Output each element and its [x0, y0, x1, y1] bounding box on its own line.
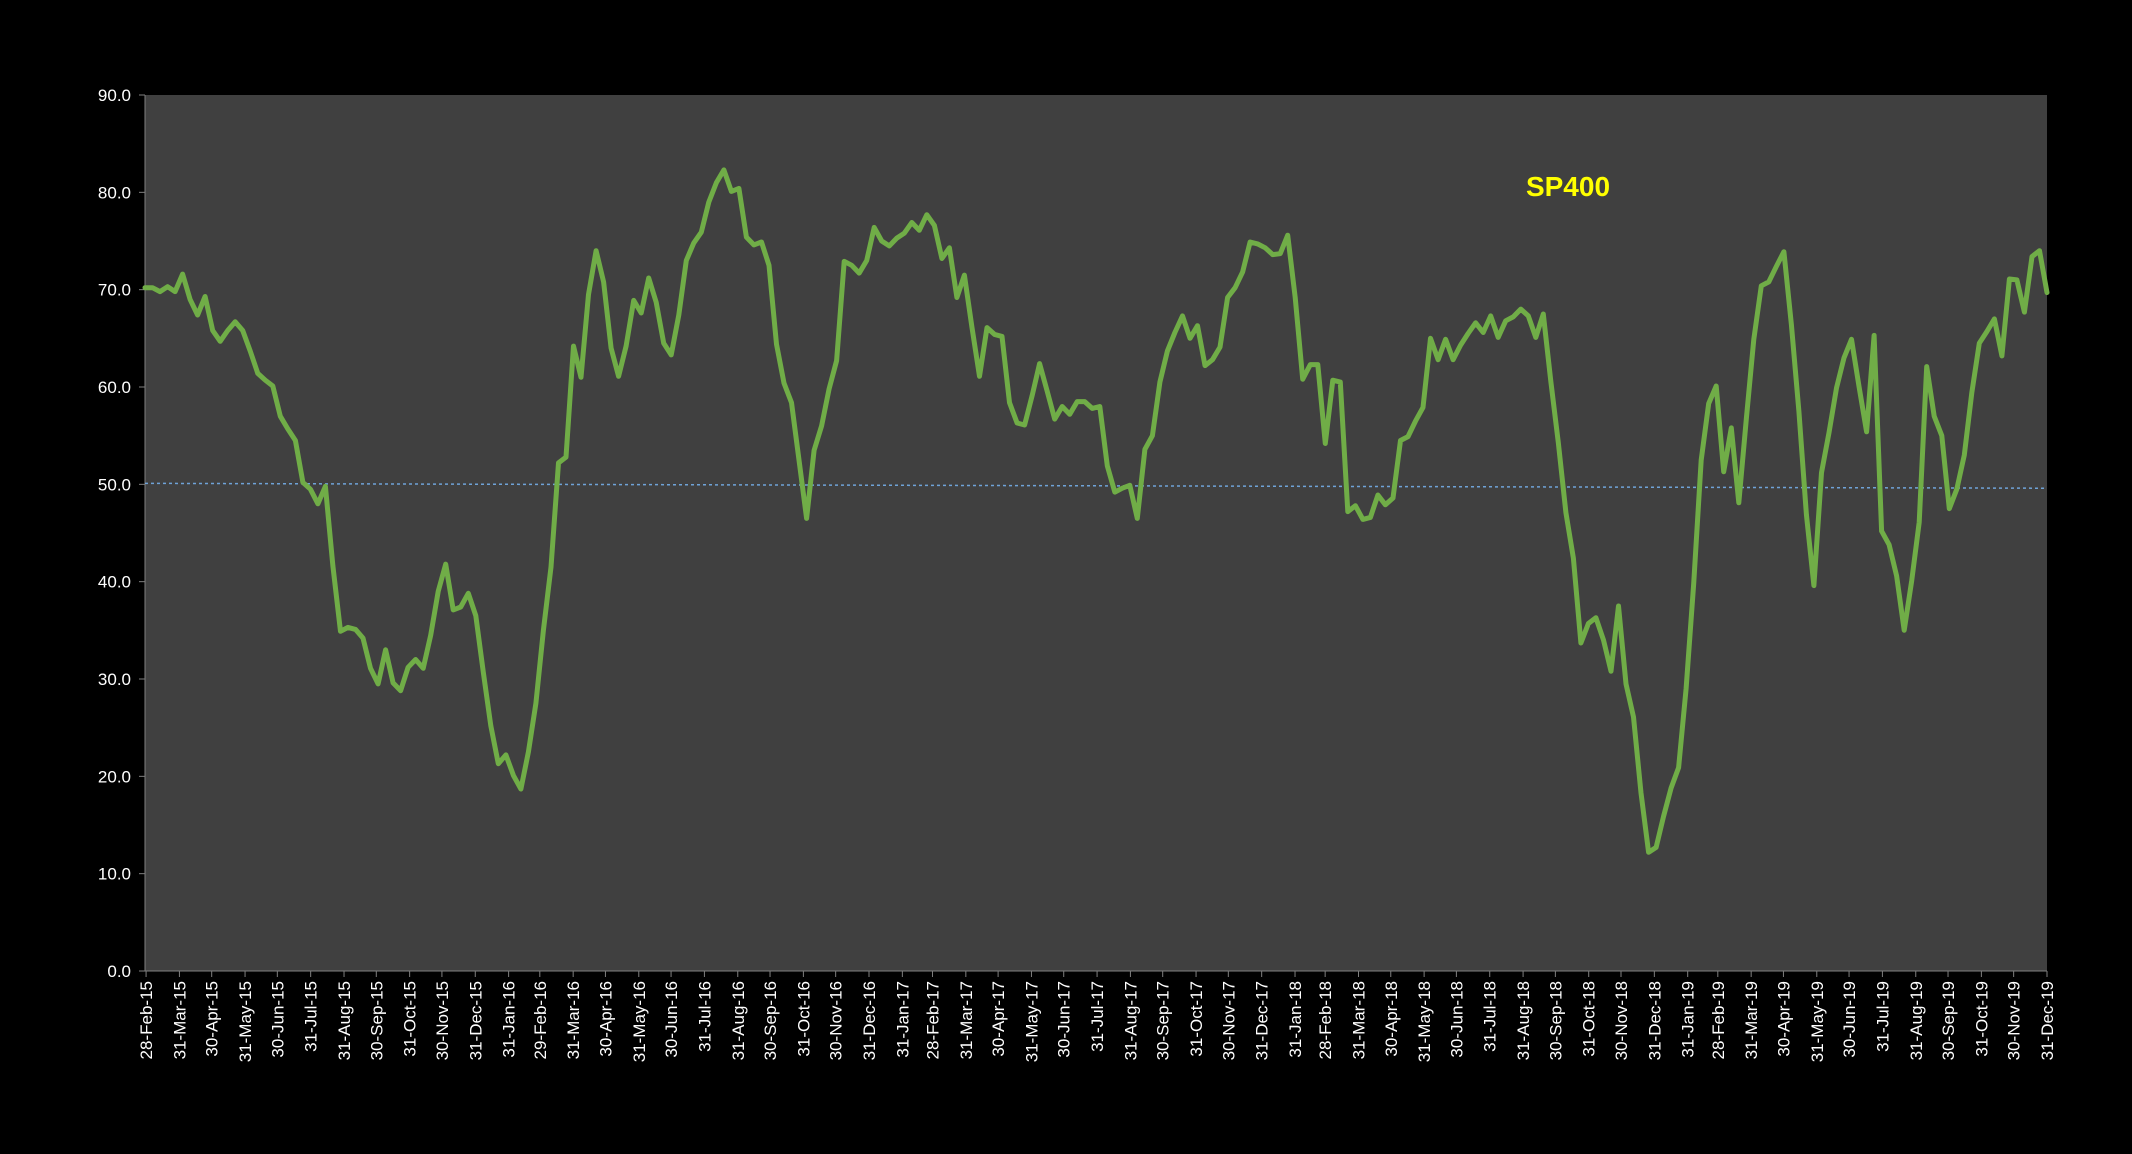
- chart-title: SP400: [1526, 171, 1610, 202]
- x-tick-label: 30-Sep-15: [367, 981, 386, 1060]
- y-tick-label: 90.0: [98, 86, 131, 105]
- series-line: [142, 167, 2050, 855]
- x-tick-label: 30-Nov-17: [1219, 981, 1238, 1060]
- x-tick-label: 31-Aug-15: [335, 981, 354, 1060]
- x-tick-label: 31-Mar-18: [1349, 981, 1368, 1059]
- y-tick-label: 70.0: [98, 281, 131, 300]
- x-tick-label: 31-Dec-17: [1253, 981, 1272, 1060]
- x-tick-label: 28-Feb-17: [923, 981, 942, 1059]
- x-tick-label: 31-Mar-15: [170, 981, 189, 1059]
- x-tick-label: 31-Mar-19: [1742, 981, 1761, 1059]
- reference-line-50: [144, 482, 2048, 489]
- x-tick-label: 31-Dec-15: [466, 981, 485, 1060]
- x-tick-label: 31-Jul-16: [695, 981, 714, 1052]
- y-tick-label: 20.0: [98, 767, 131, 786]
- x-tick-label: 30-Apr-19: [1774, 981, 1793, 1057]
- x-tick-label: 30-Jun-17: [1055, 981, 1074, 1058]
- x-tick-label: 31-Jan-18: [1286, 981, 1305, 1058]
- y-tick-label: 0.0: [107, 962, 131, 981]
- y-tick-label: 50.0: [98, 475, 131, 494]
- x-tick-label: 31-Dec-16: [860, 981, 879, 1060]
- x-tick-label: 30-Jun-16: [662, 981, 681, 1058]
- x-tick-label: 31-Jul-18: [1481, 981, 1500, 1052]
- x-tick-label: 30-Nov-18: [1612, 981, 1631, 1060]
- x-tick-label: 30-Apr-16: [596, 981, 615, 1057]
- x-tick-label: 30-Nov-16: [827, 981, 846, 1060]
- x-tick-label: 31-Aug-18: [1514, 981, 1533, 1060]
- x-tick-label: 31-Dec-18: [1645, 981, 1664, 1060]
- x-tick-label: 31-Aug-19: [1907, 981, 1926, 1060]
- x-tick-label: 30-Nov-19: [2005, 981, 2024, 1060]
- x-tick-label: 31-Jul-15: [302, 981, 321, 1052]
- x-tick-label: 31-May-19: [1808, 981, 1827, 1062]
- y-tick-label: 40.0: [98, 573, 131, 592]
- x-tick-label: 30-Nov-15: [433, 981, 452, 1060]
- x-tick-label: 31-Mar-16: [564, 981, 583, 1059]
- x-tick-label: 31-Aug-17: [1121, 981, 1140, 1060]
- y-tick-label: 60.0: [98, 378, 131, 397]
- y-tick-label: 80.0: [98, 183, 131, 202]
- x-tick-label: 30-Jun-15: [268, 981, 287, 1058]
- x-tick-label: 30-Sep-17: [1154, 981, 1173, 1060]
- x-tick-label: 28-Feb-19: [1709, 981, 1728, 1059]
- x-tick-label: 31-May-15: [236, 981, 255, 1062]
- x-tick-label: 31-Jan-16: [500, 981, 519, 1058]
- y-tick-label: 30.0: [98, 670, 131, 689]
- x-tick-label: 31-Oct-18: [1580, 981, 1599, 1057]
- x-tick-label: 31-Aug-16: [729, 981, 748, 1060]
- x-tick-label: 31-Jul-17: [1088, 981, 1107, 1052]
- x-tick-label: 30-Apr-18: [1382, 981, 1401, 1057]
- x-tick-label: 30-Sep-19: [1939, 981, 1958, 1060]
- x-tick-label: 31-Jan-17: [893, 981, 912, 1058]
- x-tick-label: 30-Sep-18: [1546, 981, 1565, 1060]
- y-axis: 0.0 10.0 20.0 30.0 40.0 50.0 60.0 70.0 80.0 90.0: [98, 86, 146, 981]
- x-tick-label: 31-Mar-17: [957, 981, 976, 1059]
- x-tick-label: 31-Jan-19: [1679, 981, 1698, 1058]
- x-axis: 28-Feb-15 31-Mar-15 30-Apr-15 31-May-15 30-J…: [137, 970, 2057, 1062]
- x-tick-label: 30-Apr-17: [989, 981, 1008, 1057]
- y-tick-label: 10.0: [98, 865, 131, 884]
- x-tick-label: 31-Jul-19: [1873, 981, 1892, 1052]
- x-tick-label: 28-Feb-18: [1316, 981, 1335, 1059]
- x-tick-label: 31-Oct-15: [401, 981, 420, 1057]
- x-tick-label: 30-Jun-19: [1840, 981, 1859, 1058]
- x-tick-label: 31-May-18: [1415, 981, 1434, 1062]
- x-tick-label: 31-Oct-19: [1972, 981, 1991, 1057]
- x-tick-label: 31-Dec-19: [2038, 981, 2057, 1060]
- x-tick-label: 28-Feb-15: [137, 981, 156, 1059]
- x-tick-label: 30-Jun-18: [1447, 981, 1466, 1058]
- x-tick-label: 30-Apr-15: [203, 981, 222, 1057]
- x-tick-label: 30-Sep-16: [761, 981, 780, 1060]
- x-tick-label: 31-May-16: [630, 981, 649, 1062]
- plot-area: [145, 95, 2047, 971]
- x-tick-label: 31-May-17: [1022, 981, 1041, 1062]
- x-tick-label: 29-Feb-16: [531, 981, 550, 1059]
- x-tick-label: 31-Oct-17: [1187, 981, 1206, 1057]
- x-tick-label: 31-Oct-16: [794, 981, 813, 1057]
